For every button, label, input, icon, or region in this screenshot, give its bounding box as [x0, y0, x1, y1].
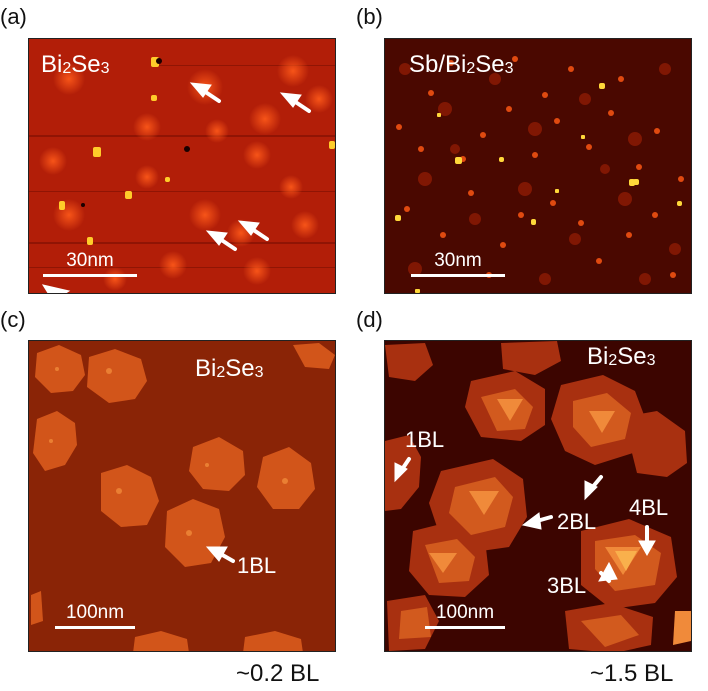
panel-c-texture — [31, 343, 335, 651]
panel-b-scale-label: 30nm — [434, 250, 482, 271]
panel-a-texture — [29, 55, 335, 293]
panel-a-scale-bar: 30nm — [43, 249, 137, 277]
panel-c-scale-label: 100nm — [65, 602, 125, 623]
panel-b-material-label: Sb/Bi2Se3 — [409, 51, 514, 78]
panel-b-scale-line — [411, 274, 505, 277]
panel-d-texture — [385, 341, 691, 651]
panel-d-4bl-label: 4BL — [629, 495, 669, 520]
panel-a-scale-line — [43, 274, 137, 277]
panel-d-2bl-label: 2BL — [557, 509, 597, 534]
panel-d-coverage: ~1.5 BL — [590, 660, 674, 687]
panel-d-scale-bar: 100nm — [425, 601, 505, 629]
panel-b-letter: (b) — [356, 4, 383, 29]
panel-b-texture — [395, 56, 684, 293]
panel-c-image: Bi2Se3 1BL 100nm — [28, 340, 336, 652]
panel-d-1bl-label: 1BL — [405, 427, 445, 452]
panel-c-scale-bar: 100nm — [55, 601, 135, 629]
panel-a-material-label: Bi2Se3 — [41, 51, 110, 78]
panel-b-image: Sb/Bi2Se3 30nm — [384, 38, 692, 294]
panel-d-3bl-label: 3BL — [547, 573, 587, 598]
panel-d-scale-label: 100nm — [435, 602, 495, 623]
panel-a-image: Bi2Se3 30nm — [28, 38, 336, 294]
panel-c-1bl-label: 1BL — [237, 553, 277, 578]
panel-d-scale-line — [425, 626, 505, 629]
panel-c-scale-line — [55, 626, 135, 629]
panel-c-letter: (c) — [0, 307, 26, 332]
panel-c-coverage: ~0.2 BL — [236, 660, 320, 687]
panel-d-letter: (d) — [356, 307, 383, 332]
panel-a-scale-label: 30nm — [66, 250, 114, 271]
panel-d-material-label: Bi2Se3 — [587, 343, 656, 370]
panel-a-letter: (a) — [0, 4, 27, 29]
panel-c-material-label: Bi2Se3 — [195, 355, 264, 382]
panel-d-image: Bi2Se3 1BL 2BL 4BL 3BL 100nm — [384, 340, 692, 652]
panel-b-scale-bar: 30nm — [411, 249, 505, 277]
